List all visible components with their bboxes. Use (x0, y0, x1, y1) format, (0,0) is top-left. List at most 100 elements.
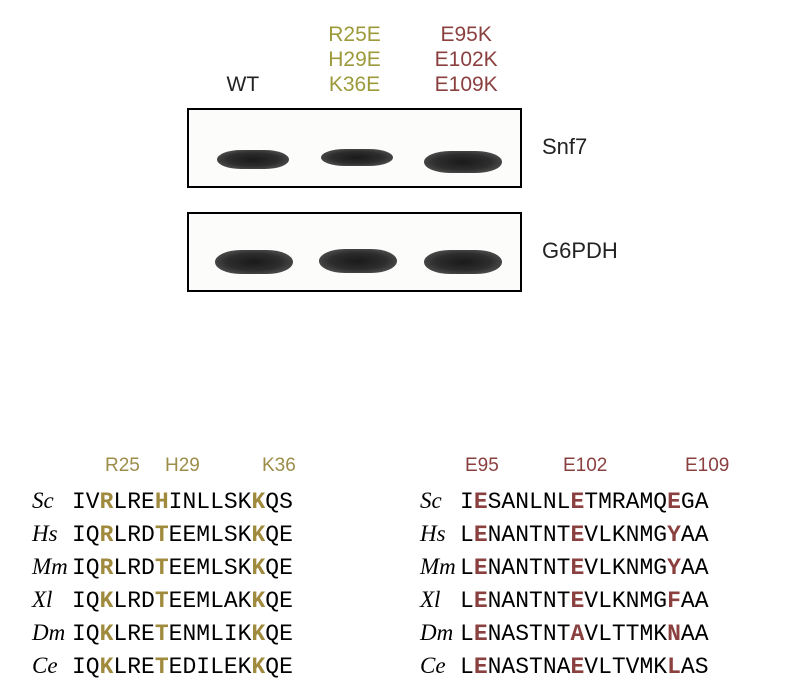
residue-plain: NASTNT (488, 621, 571, 647)
species-label: Xl (32, 584, 72, 615)
residue-highlight: L (667, 654, 681, 680)
residue-plain: TMRAMQ (584, 489, 667, 515)
band (217, 150, 289, 169)
residue-highlight: K (100, 654, 114, 680)
residue-highlight: K (251, 489, 265, 515)
species-label: Ce (420, 650, 460, 681)
western-blots (187, 108, 522, 316)
alignment-row: DmLENASTNTAVLTTMKNAA (420, 617, 709, 650)
residue-plain: L (460, 555, 474, 581)
residue-highlight: K (251, 522, 265, 548)
alignment-row: ScIESANLNLETMRAMQEGA (420, 485, 709, 518)
alignment-row: ScIVRLREHINLLSKKQS (32, 485, 293, 518)
pos-e109: E109 (685, 455, 729, 477)
residue-highlight: K (251, 654, 265, 680)
residue-plain: L (460, 654, 474, 680)
residue-highlight: T (155, 654, 169, 680)
residue-highlight: E (474, 555, 488, 581)
residue-highlight: E (474, 588, 488, 614)
residue-highlight: E (474, 621, 488, 647)
blot-snf7 (187, 108, 522, 188)
pos-h29: H29 (165, 455, 200, 477)
alignment-row: DmIQKLRETENMLIKKQE (32, 617, 293, 650)
residue-plain: IQ (72, 522, 100, 548)
residue-plain: GA (681, 489, 709, 515)
residue-highlight: E (570, 588, 584, 614)
residue-highlight: K (100, 621, 114, 647)
sequence-alignment-right: ScIESANLNLETMRAMQEGAHsLENANTNTEVLKNMGYAA… (420, 485, 709, 683)
residue-plain: INLLSK (169, 489, 252, 515)
residue-highlight: E (474, 489, 488, 515)
lane3-line2: E102K (410, 47, 522, 72)
band (424, 151, 502, 173)
residue-plain: AA (681, 555, 709, 581)
residue-highlight: E (474, 522, 488, 548)
residue-plain: NASTNA (488, 654, 571, 680)
residue-plain: IQ (72, 555, 100, 581)
species-label: Dm (420, 617, 460, 648)
residue-highlight: T (155, 621, 169, 647)
residue-highlight: R (100, 522, 114, 548)
alignment-row: CeLENASTNAEVLTVMKLAS (420, 650, 709, 683)
alignment-row: HsLENANTNTEVLKNMGYAA (420, 518, 709, 551)
residue-plain: ENMLIK (169, 621, 252, 647)
residue-highlight: K (251, 555, 265, 581)
residue-highlight: N (667, 621, 681, 647)
lane3-line1: E95K (410, 22, 522, 47)
residue-plain: EEMLAK (169, 588, 252, 614)
residue-plain: IV (72, 489, 100, 515)
pos-k36: K36 (262, 455, 296, 477)
sequence-alignment-left: ScIVRLREHINLLSKKQSHsIQRLRDTEEMLSKKQEMmIQ… (32, 485, 293, 683)
species-label: Mm (32, 551, 72, 582)
residue-plain: IQ (72, 654, 100, 680)
residue-plain: QE (265, 621, 293, 647)
residue-plain: SANLNL (488, 489, 571, 515)
residue-plain: VLKNMG (584, 555, 667, 581)
residue-plain: AA (681, 588, 709, 614)
residue-highlight: E (667, 489, 681, 515)
residue-plain: L (460, 588, 474, 614)
alignment-row: HsIQRLRDTEEMLSKKQE (32, 518, 293, 551)
band (215, 250, 293, 274)
species-label: Ce (32, 650, 72, 681)
alignment-row: XlLENANTNTEVLKNMGFAA (420, 584, 709, 617)
blot-label-g6pdh: G6PDH (542, 238, 618, 264)
band (424, 250, 502, 274)
residue-highlight: K (251, 588, 265, 614)
residue-plain: AA (681, 522, 709, 548)
residue-plain: QE (265, 654, 293, 680)
residue-plain: IQ (72, 621, 100, 647)
species-label: Sc (32, 485, 72, 516)
residue-plain: AS (681, 654, 709, 680)
residue-highlight: Y (667, 522, 681, 548)
residue-highlight: E (474, 654, 488, 680)
lane2-line3: K36E (299, 72, 411, 97)
band (319, 249, 397, 273)
residue-highlight: H (155, 489, 169, 515)
species-label: Mm (420, 551, 460, 582)
residue-highlight: T (155, 588, 169, 614)
blot-g6pdh (187, 212, 522, 292)
residue-plain: NANTNT (488, 588, 571, 614)
residue-highlight: E (570, 555, 584, 581)
residue-plain: L (460, 621, 474, 647)
residue-plain: QE (265, 522, 293, 548)
residue-highlight: T (155, 522, 169, 548)
residue-plain: NANTNT (488, 555, 571, 581)
residue-plain: NANTNT (488, 522, 571, 548)
residue-highlight: E (570, 489, 584, 515)
pos-r25: R25 (105, 455, 140, 477)
lane-labels: WT R25E H29E K36E E95K E102K E109K (187, 22, 522, 98)
residue-plain: LRD (113, 522, 154, 548)
residue-highlight: E (570, 654, 584, 680)
residue-highlight: R (100, 555, 114, 581)
lane3-line3: E109K (410, 72, 522, 97)
residue-highlight: E (570, 522, 584, 548)
pos-e95: E95 (465, 455, 499, 477)
residue-plain: IQ (72, 588, 100, 614)
residue-plain: VLTTMK (584, 621, 667, 647)
residue-plain: LRD (113, 555, 154, 581)
lane-wt: WT (187, 22, 299, 98)
alignment-row: XlIQKLRDTEEMLAKKQE (32, 584, 293, 617)
lane2-line1: R25E (299, 22, 411, 47)
